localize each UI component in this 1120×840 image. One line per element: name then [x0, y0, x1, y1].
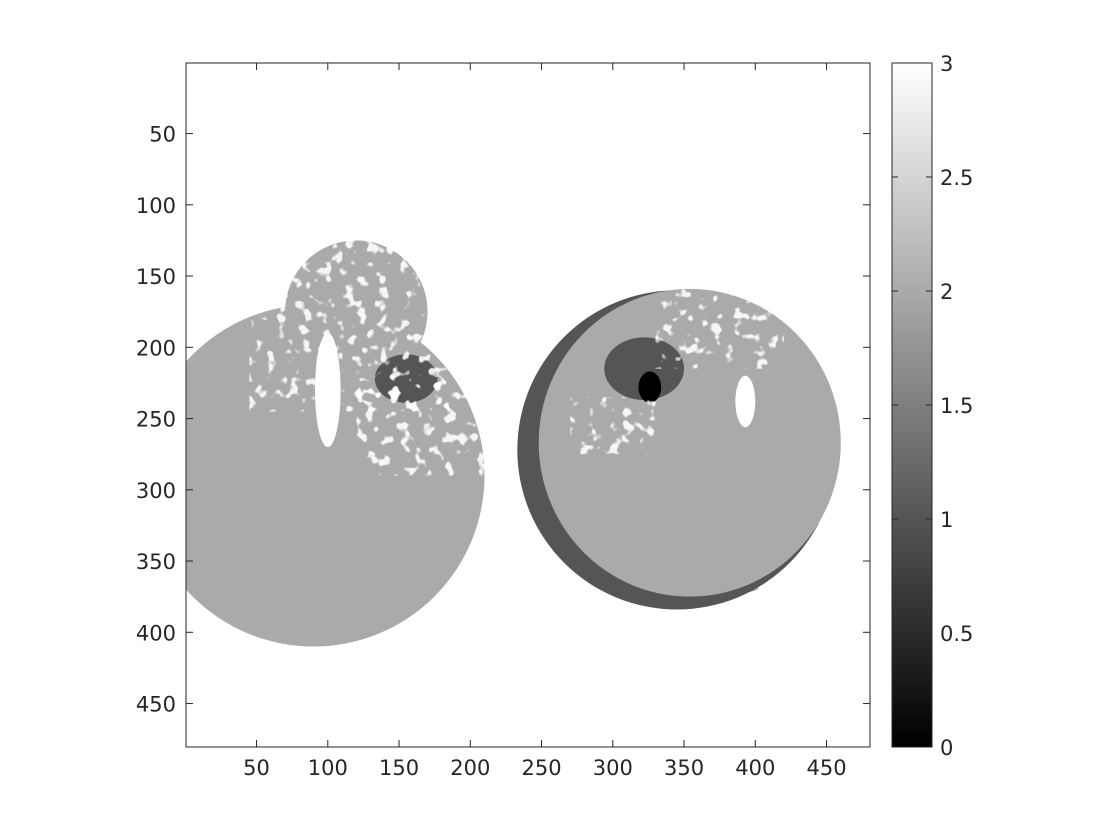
y-tick-label: 400	[136, 621, 176, 645]
x-tick-label: 450	[806, 756, 846, 780]
speckle-patch-2	[356, 375, 485, 476]
y-tick-label: 300	[136, 479, 176, 503]
colorbar-tick-label: 0.5	[940, 622, 973, 646]
x-tick-label: 350	[664, 756, 704, 780]
axis-ticks: 50 100 150 200 250 300 350 400 450 50 100 150 200 250…	[136, 63, 870, 780]
x-tick-label: 250	[521, 756, 561, 780]
right-apple-stem-core	[638, 371, 662, 403]
y-tick-label: 50	[149, 123, 176, 147]
colorbar-ticks: 0 0.5 1 1.5 2 2.5 3	[892, 52, 973, 760]
colorbar-tick-label: 2	[940, 280, 953, 304]
colorbar-tick-label: 0	[940, 736, 953, 760]
x-tick-label: 100	[308, 756, 348, 780]
heatmap-image	[186, 240, 841, 647]
y-tick-label: 450	[136, 693, 176, 717]
x-tick-label: 200	[450, 756, 490, 780]
colorbar-tick-label: 1.5	[940, 394, 973, 418]
x-tick-label: 50	[243, 756, 270, 780]
x-tick-label: 300	[593, 756, 633, 780]
speckle-patch-3	[655, 254, 784, 369]
plot-frame	[185, 62, 871, 748]
y-tick-label: 250	[136, 408, 176, 432]
y-tick-label: 200	[136, 336, 176, 360]
colorbar-tick-label: 2.5	[940, 166, 973, 190]
colorbar-tick-label: 3	[940, 52, 953, 76]
x-tick-label: 400	[735, 756, 775, 780]
colorbar-tick-label: 1	[940, 508, 953, 532]
y-tick-label: 100	[136, 194, 176, 218]
speckle-patch-4	[570, 397, 656, 455]
right-apple-bright-spot	[735, 375, 756, 428]
y-tick-label: 150	[136, 265, 176, 289]
y-tick-label: 350	[136, 550, 176, 574]
x-tick-label: 150	[379, 756, 419, 780]
